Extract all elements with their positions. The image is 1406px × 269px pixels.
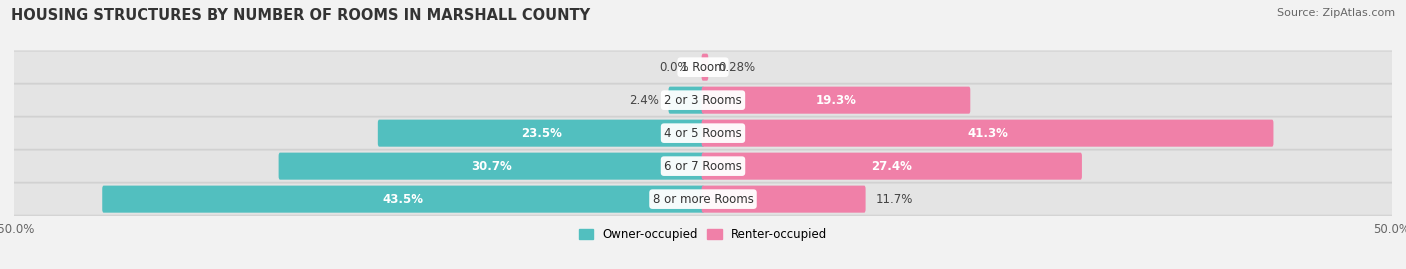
FancyBboxPatch shape [11, 183, 1395, 215]
Legend: Owner-occupied, Renter-occupied: Owner-occupied, Renter-occupied [574, 224, 832, 246]
FancyBboxPatch shape [702, 87, 970, 114]
Text: 8 or more Rooms: 8 or more Rooms [652, 193, 754, 206]
FancyBboxPatch shape [11, 150, 1395, 182]
FancyBboxPatch shape [11, 117, 1395, 149]
Text: 4 or 5 Rooms: 4 or 5 Rooms [664, 127, 742, 140]
Text: 1 Room: 1 Room [681, 61, 725, 74]
FancyBboxPatch shape [278, 153, 704, 180]
FancyBboxPatch shape [378, 120, 704, 147]
Text: 2.4%: 2.4% [628, 94, 659, 107]
Text: 27.4%: 27.4% [872, 160, 912, 173]
FancyBboxPatch shape [702, 153, 1083, 180]
Text: HOUSING STRUCTURES BY NUMBER OF ROOMS IN MARSHALL COUNTY: HOUSING STRUCTURES BY NUMBER OF ROOMS IN… [11, 8, 591, 23]
Text: 43.5%: 43.5% [382, 193, 423, 206]
Text: 11.7%: 11.7% [875, 193, 912, 206]
Text: 0.28%: 0.28% [718, 61, 755, 74]
Text: Source: ZipAtlas.com: Source: ZipAtlas.com [1277, 8, 1395, 18]
Text: 41.3%: 41.3% [967, 127, 1008, 140]
Text: 2 or 3 Rooms: 2 or 3 Rooms [664, 94, 742, 107]
Text: 30.7%: 30.7% [471, 160, 512, 173]
FancyBboxPatch shape [11, 84, 1395, 116]
Text: 23.5%: 23.5% [520, 127, 561, 140]
FancyBboxPatch shape [702, 186, 866, 213]
FancyBboxPatch shape [669, 87, 704, 114]
FancyBboxPatch shape [103, 186, 704, 213]
FancyBboxPatch shape [702, 54, 709, 81]
FancyBboxPatch shape [11, 51, 1395, 83]
FancyBboxPatch shape [702, 120, 1274, 147]
Text: 0.0%: 0.0% [659, 61, 689, 74]
Text: 19.3%: 19.3% [815, 94, 856, 107]
Text: 6 or 7 Rooms: 6 or 7 Rooms [664, 160, 742, 173]
